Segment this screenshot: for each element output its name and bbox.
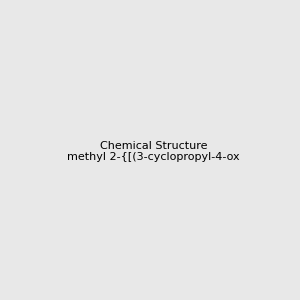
Text: Chemical Structure
methyl 2-{[(3-cyclopropyl-4-ox: Chemical Structure methyl 2-{[(3-cyclopr… bbox=[68, 141, 240, 162]
